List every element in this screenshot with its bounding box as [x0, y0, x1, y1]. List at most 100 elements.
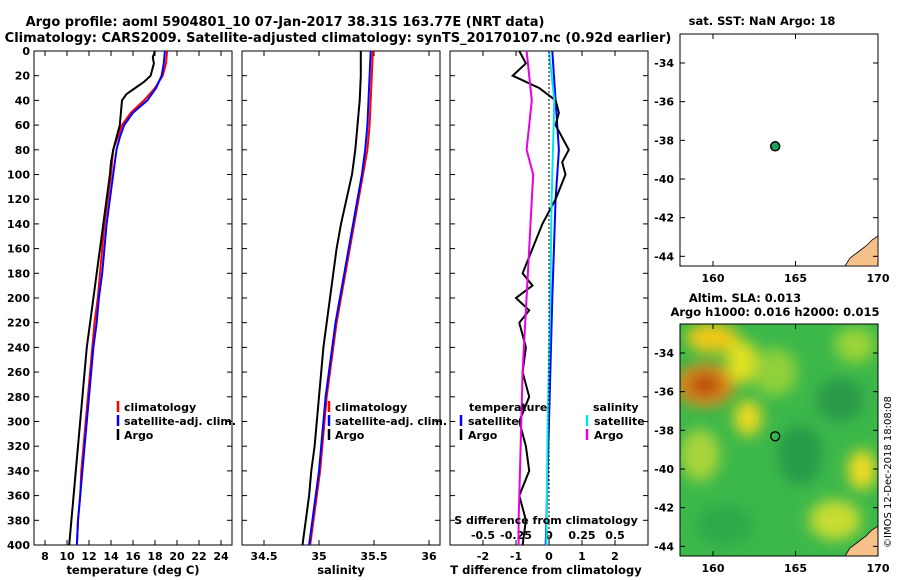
temperature-axis: 8 10 12 14 16 18 20 22 24: [41, 51, 229, 563]
series-argo: [68, 51, 156, 545]
sla-blobs: [680, 324, 876, 545]
salinity-axis: 34.5 35 35.5 36: [250, 51, 437, 563]
series-s-satellite: [545, 51, 556, 545]
depth-tick-label: 360: [7, 490, 30, 503]
x-tick-label: 35.5: [360, 550, 387, 563]
sst-map-axes: -34 -36 -38 -40 -42 -44 160 165 170: [654, 34, 890, 285]
x-tick-label: 8: [41, 550, 49, 563]
argo-float-marker: [769, 141, 781, 152]
sla-blob: [809, 500, 861, 540]
legend-label-satellite: satellite-adj. clim.: [335, 415, 447, 428]
series-t-argo: [510, 51, 570, 545]
temperature-lines: [68, 51, 169, 545]
lat-tick-label: -36: [654, 386, 674, 399]
sst-map-frame: [679, 33, 879, 267]
legend-label-t-argo: Argo: [468, 429, 498, 442]
x-tick-label: 22: [191, 550, 206, 563]
x-tick-label: 2: [611, 550, 619, 563]
sla-blob: [753, 348, 797, 396]
lon-tick-label: 160: [702, 562, 725, 575]
salinity-panel: 34.5 35 35.5 36 salinity climatology satell…: [241, 50, 447, 577]
x-tick-label: 24: [213, 550, 229, 563]
depth-tick-label: 380: [7, 514, 30, 527]
x-tick-label: -1: [510, 550, 522, 563]
depth-tick-label: 180: [7, 267, 30, 280]
s-diff-tick-label: -0.25: [500, 529, 532, 542]
difference-lines: [510, 51, 570, 545]
sla-blob: [734, 400, 762, 436]
depth-tick-label: 20: [15, 70, 31, 83]
lon-tick-label: 170: [867, 272, 890, 285]
lat-tick-label: -44: [654, 540, 674, 553]
sla-blob: [689, 374, 721, 396]
lon-tick-label: 160: [702, 272, 725, 285]
depth-tick-label: 200: [7, 292, 30, 305]
lat-tick-label: -38: [654, 134, 674, 147]
difference-plot-frame: [449, 50, 649, 546]
depth-tick-label: 260: [7, 366, 30, 379]
legend-label-t-satellite: satellite: [468, 415, 519, 428]
x-tick-label: -2: [477, 550, 489, 563]
lat-tick-label: -38: [654, 424, 674, 437]
depth-tick-label: 40: [15, 94, 31, 107]
depth-tick-label: 60: [15, 119, 31, 132]
legend-label-climatology: climatology: [335, 401, 407, 414]
s-difference-label: S difference from climatology: [454, 514, 638, 527]
legend-label-climatology: climatology: [124, 401, 196, 414]
s-diff-tick-label: 0.25: [568, 529, 595, 542]
sla-map-axes: -34 -36 -38 -40 -42 -44 160 165 170: [654, 324, 890, 575]
lat-tick-label: -42: [654, 212, 674, 225]
sla-map-title1: Altim. SLA: 0.013: [689, 291, 801, 305]
legend-title-temperature: temperature: [469, 401, 547, 414]
depth-tick-label: 220: [7, 317, 30, 330]
salinity-depth-ticks: [242, 50, 440, 546]
temperature-legend: climatology satellite-adj. clim. Argo: [116, 401, 236, 442]
series-climatology: [75, 51, 169, 545]
series-climatology: [309, 51, 374, 545]
lon-tick-label: 165: [784, 562, 807, 575]
lat-tick-label: -34: [654, 347, 674, 360]
depth-tick-label: 340: [7, 465, 30, 478]
x-tick-label: 0: [545, 550, 553, 563]
sla-blob: [816, 378, 864, 422]
depth-tick-label: 80: [15, 144, 31, 157]
salinity-legend: climatology satellite-adj. clim. Argo: [327, 401, 447, 442]
temperature-plot-frame: [33, 50, 233, 546]
legend-label-s-satellite: satellite: [594, 415, 645, 428]
x-tick-label: 20: [169, 550, 185, 563]
x-tick-label: 1: [578, 550, 586, 563]
difference-legend: temperature salinity satellite Argo sate…: [459, 401, 645, 442]
sla-blob: [835, 327, 875, 363]
x-tick-label: 16: [125, 550, 141, 563]
temperature-panel: 0 20 40 60 80 100 120 140 160 180 200 220 240 260 280 3…: [7, 45, 236, 577]
lat-tick-label: -36: [654, 96, 674, 109]
sst-map-title: sat. SST: NaN Argo: 18: [689, 14, 836, 28]
sla-heatmap: [680, 324, 878, 556]
s-diff-tick-label: -0.5: [471, 529, 495, 542]
depth-tick-label: 100: [7, 169, 30, 182]
salinity-lines: [301, 51, 374, 545]
lon-tick-label: 165: [784, 272, 807, 285]
lat-tick-label: -40: [654, 463, 674, 476]
s-diff-tick-label: 0.5: [605, 529, 625, 542]
lon-tick-label: 170: [867, 562, 890, 575]
sst-map-panel: sat. SST: NaN Argo: 18 -34 -36 -38 -40 -42 -4…: [654, 14, 890, 285]
sla-blob: [680, 429, 720, 481]
salinity-xlabel: salinity: [317, 563, 365, 577]
lat-tick-label: -40: [654, 173, 674, 186]
depth-tick-label: 280: [7, 391, 30, 404]
x-tick-label: 12: [81, 550, 96, 563]
x-tick-label: 34.5: [250, 550, 277, 563]
depth-tick-label: 0: [22, 45, 30, 58]
depth-axis: 0 20 40 60 80 100 120 140 160 180 200 220 240 260 280 3…: [7, 45, 232, 552]
sla-blob: [778, 425, 822, 485]
argo-float-marker-sla: [770, 431, 781, 442]
depth-tick-label: 300: [7, 416, 30, 429]
legend-label-satellite: satellite-adj. clim.: [124, 415, 236, 428]
series-argo: [301, 51, 362, 545]
sla-blob: [686, 324, 738, 353]
lat-tick-label: -42: [654, 502, 674, 515]
depth-tick-label: 160: [7, 243, 30, 256]
legend-label-argo: Argo: [124, 429, 154, 442]
